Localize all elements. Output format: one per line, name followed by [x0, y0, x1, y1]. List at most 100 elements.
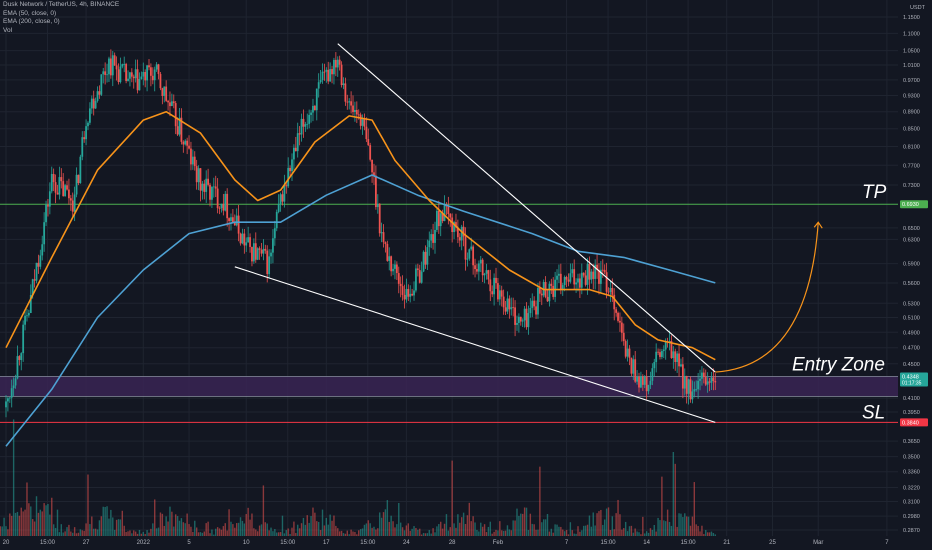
candle-body: [643, 376, 646, 385]
candle-body: [279, 194, 282, 205]
volume-bar: [647, 532, 650, 536]
candle-body: [365, 126, 368, 140]
volume-bar: [523, 507, 526, 536]
candle-body: [693, 389, 696, 392]
volume-bar: [531, 523, 533, 536]
x-tick-label: 5: [187, 540, 191, 546]
x-tick-label: 27: [83, 540, 90, 546]
volume-legend[interactable]: Vol: [3, 26, 13, 34]
volume-bar: [51, 497, 53, 536]
ema200-legend[interactable]: EMA (200, close, 0): [3, 18, 60, 26]
volume-bar: [222, 526, 225, 536]
volume-bar: [462, 512, 465, 536]
volume-bar: [22, 511, 24, 536]
candle-body: [367, 139, 370, 146]
volume-bar: [386, 500, 389, 536]
candle-body: [590, 271, 593, 280]
volume-bar: [285, 530, 287, 536]
volume-bar: [388, 521, 390, 536]
candle-body: [479, 259, 482, 264]
volume-bar: [140, 533, 143, 536]
candle-body: [268, 256, 271, 275]
candle-body: [291, 159, 293, 172]
volume-bar: [565, 529, 568, 536]
volume-bar: [304, 524, 307, 536]
x-tick-label: 28: [449, 540, 456, 546]
volume-bar: [419, 528, 421, 536]
volume-bar: [243, 523, 246, 536]
candle-body: [613, 294, 616, 310]
volume-bar: [672, 451, 675, 536]
candle-body: [151, 75, 154, 81]
volume-bar: [542, 519, 545, 536]
volume-bar: [224, 523, 226, 536]
volume-bar: [165, 516, 167, 536]
volume-bar: [127, 531, 129, 536]
volume-bar: [685, 516, 688, 536]
volume-bar: [665, 521, 667, 536]
price-label-tp: [900, 200, 928, 209]
y-tick-label: 0.2870: [903, 528, 920, 534]
volume-bar: [443, 523, 446, 536]
candle-body: [533, 300, 536, 307]
volume-bar: [541, 522, 543, 536]
candle-body: [239, 233, 242, 244]
candle-body: [697, 380, 700, 390]
candle-body: [252, 243, 255, 262]
volume-bar: [382, 512, 385, 536]
candle-body: [254, 243, 257, 260]
volume-bar: [138, 529, 141, 536]
candle-body: [594, 264, 597, 279]
volume-bar: [329, 514, 331, 536]
candle-body: [272, 238, 274, 253]
volume-bar: [392, 521, 394, 536]
volume-bar: [626, 531, 629, 536]
volume-bar: [403, 530, 406, 536]
volume-bar: [653, 524, 655, 536]
candle-body: [115, 65, 118, 70]
ema50-legend[interactable]: EMA (50, close, 0): [3, 9, 57, 17]
candle-body: [483, 273, 486, 276]
candle-body: [119, 66, 122, 83]
volume-bar: [220, 529, 223, 536]
volume-bar: [504, 530, 507, 536]
volume-bar: [28, 503, 30, 536]
candle-body: [7, 398, 9, 402]
symbol-title[interactable]: Dusk Network / TetherUS, 4h, BINANCE: [3, 1, 120, 8]
x-tick-label: 7: [565, 540, 569, 546]
volume-bar: [682, 517, 684, 536]
volume-bar: [502, 530, 505, 536]
volume-bar: [449, 527, 451, 536]
candle-body: [466, 258, 469, 260]
candle-body: [363, 118, 366, 127]
volume-bar: [413, 526, 415, 536]
candle-body: [186, 140, 189, 146]
candle-body: [329, 69, 332, 82]
candle-body: [312, 105, 314, 113]
volume-bar: [634, 528, 636, 536]
candle-body: [620, 322, 623, 333]
candle-body: [626, 348, 629, 357]
candle-body: [191, 156, 194, 165]
volume-bar: [365, 523, 368, 536]
volume-bar: [432, 528, 434, 536]
candle-body: [180, 117, 183, 142]
volume-bar: [657, 517, 659, 536]
candle-body: [369, 145, 372, 160]
volume-bar: [394, 527, 396, 536]
volume-bar: [112, 517, 114, 536]
candle-body: [256, 248, 259, 260]
candle-body: [138, 78, 141, 91]
volume-bar: [436, 526, 438, 536]
volume-bar: [708, 532, 711, 536]
candle-body: [340, 64, 343, 86]
trendline-lower: [234, 266, 716, 423]
candle-body: [678, 353, 680, 367]
candle-body: [298, 133, 301, 135]
volume-bar: [171, 511, 173, 536]
volume-bar: [390, 515, 392, 536]
candle-body: [651, 368, 654, 381]
volume-bar: [459, 522, 461, 536]
candle-body: [43, 222, 46, 245]
